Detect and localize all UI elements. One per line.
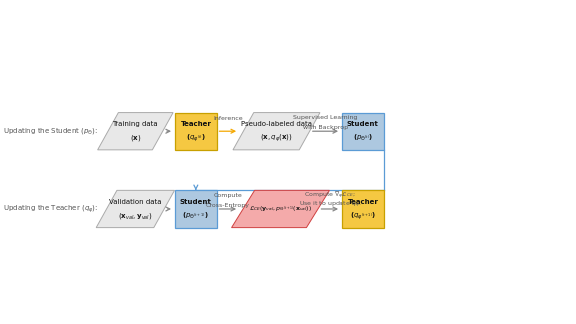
- Text: ($p_{\Theta^{(t)}}$): ($p_{\Theta^{(t)}}$): [353, 133, 373, 144]
- Text: Teacher: Teacher: [180, 121, 211, 127]
- Polygon shape: [98, 113, 173, 150]
- Polygon shape: [232, 191, 329, 227]
- Text: ($\mathbf{x}$): ($\mathbf{x}$): [130, 133, 141, 143]
- Text: Compute: Compute: [214, 193, 242, 198]
- FancyBboxPatch shape: [175, 113, 217, 150]
- FancyBboxPatch shape: [342, 113, 384, 150]
- Text: Student: Student: [347, 121, 379, 127]
- Text: Updating the Student ($p_\Theta$):: Updating the Student ($p_\Theta$):: [3, 126, 98, 136]
- Text: ($q_{\varphi^{(t+1)}}$): ($q_{\varphi^{(t+1)}}$): [350, 210, 376, 222]
- Text: Inference: Inference: [213, 116, 242, 122]
- Text: $\mathcal{L}_{CE}(\mathbf{y}_{val}, p_{\Theta^{(t+1)}}(\mathbf{x}_{val}))$: $\mathcal{L}_{CE}(\mathbf{y}_{val}, p_{\…: [249, 204, 312, 214]
- Text: Validation data: Validation data: [109, 199, 162, 205]
- FancyBboxPatch shape: [175, 191, 217, 227]
- Polygon shape: [233, 113, 320, 150]
- Text: Student: Student: [180, 199, 212, 205]
- Text: Compute $\nabla_\varphi \mathcal{L}_{CE}$;: Compute $\nabla_\varphi \mathcal{L}_{CE}…: [304, 190, 355, 201]
- Text: ($\mathbf{x}_{val}, \mathbf{y}_{val}$): ($\mathbf{x}_{val}, \mathbf{y}_{val}$): [118, 211, 153, 221]
- Text: with Backprop: with Backprop: [303, 125, 348, 130]
- FancyBboxPatch shape: [342, 191, 384, 227]
- Text: Teacher: Teacher: [347, 199, 378, 205]
- Text: Updating the Teacher ($q_\varphi$):: Updating the Teacher ($q_\varphi$):: [3, 203, 98, 215]
- Text: Cross-Entropy: Cross-Entropy: [206, 202, 250, 208]
- Text: ($p_{\Theta^{(t+1)}}$): ($p_{\Theta^{(t+1)}}$): [183, 211, 209, 221]
- Text: Pseudo-labeled data: Pseudo-labeled data: [241, 121, 312, 127]
- Polygon shape: [96, 191, 175, 227]
- Text: ($\mathbf{x}, q_\varphi(\mathbf{x})$): ($\mathbf{x}, q_\varphi(\mathbf{x})$): [260, 133, 293, 144]
- Text: Supervised Learning: Supervised Learning: [293, 115, 358, 120]
- Text: ($q_{\varphi^{(t)}}$): ($q_{\varphi^{(t)}}$): [186, 133, 206, 144]
- Text: Training data: Training data: [112, 121, 158, 127]
- Text: Use it to update $q_\varphi$.: Use it to update $q_\varphi$.: [298, 200, 361, 210]
